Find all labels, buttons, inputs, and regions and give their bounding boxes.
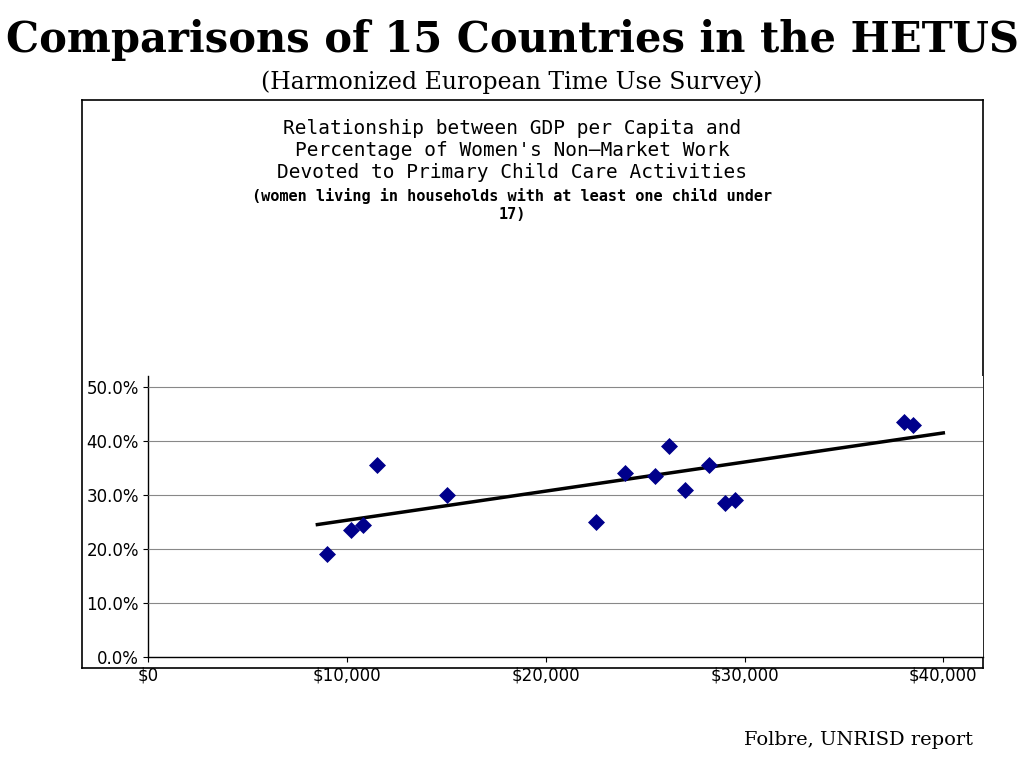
Text: Comparisons of 15 Countries in the HETUS: Comparisons of 15 Countries in the HETUS <box>5 19 1019 61</box>
Point <box>726 494 742 506</box>
Point <box>700 459 717 472</box>
Point <box>438 488 455 501</box>
Point <box>717 497 733 509</box>
Point <box>588 516 604 528</box>
Point <box>660 440 677 452</box>
Point <box>355 518 372 531</box>
Point <box>343 524 359 536</box>
Point <box>617 467 634 479</box>
Point <box>895 416 911 429</box>
Point <box>905 419 922 431</box>
Text: Folbre, UNRISD report: Folbre, UNRISD report <box>743 731 973 749</box>
Point <box>319 548 336 561</box>
Point <box>369 459 385 472</box>
Text: (Harmonized European Time Use Survey): (Harmonized European Time Use Survey) <box>261 71 763 94</box>
Point <box>647 470 664 482</box>
Text: (women living in households with at least one child under
17): (women living in households with at leas… <box>252 188 772 221</box>
Text: Relationship between GDP per Capita and
Percentage of Women's Non–Market Work
De: Relationship between GDP per Capita and … <box>278 119 746 182</box>
Point <box>677 483 693 495</box>
